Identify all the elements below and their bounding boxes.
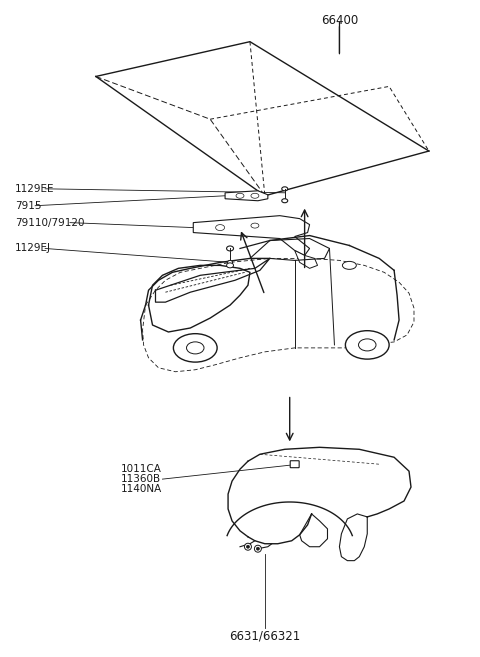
Ellipse shape: [346, 330, 389, 359]
Ellipse shape: [227, 263, 234, 268]
Ellipse shape: [173, 334, 217, 362]
Text: 66400: 66400: [321, 14, 358, 27]
Text: 1140NA: 1140NA: [120, 484, 162, 494]
Circle shape: [256, 547, 259, 550]
Ellipse shape: [251, 193, 259, 198]
Ellipse shape: [227, 246, 234, 251]
Text: 1129EE: 1129EE: [15, 184, 55, 194]
Ellipse shape: [236, 193, 244, 198]
Text: 1011CA: 1011CA: [120, 464, 162, 474]
Text: 11360B: 11360B: [120, 474, 161, 484]
Ellipse shape: [187, 342, 204, 354]
Ellipse shape: [251, 223, 259, 228]
Circle shape: [244, 543, 252, 550]
Ellipse shape: [282, 199, 288, 203]
Ellipse shape: [342, 261, 356, 269]
FancyBboxPatch shape: [290, 461, 299, 468]
Text: 79110/79120: 79110/79120: [15, 217, 85, 227]
Ellipse shape: [228, 260, 232, 264]
Polygon shape: [295, 250, 318, 268]
Circle shape: [246, 545, 250, 548]
Polygon shape: [225, 191, 268, 201]
Ellipse shape: [282, 187, 288, 191]
Circle shape: [254, 545, 262, 552]
Ellipse shape: [359, 339, 376, 351]
Text: 1129EJ: 1129EJ: [15, 244, 51, 254]
Text: 7915: 7915: [15, 201, 42, 211]
Ellipse shape: [216, 225, 225, 231]
Text: 6631/66321: 6631/66321: [229, 629, 300, 643]
Polygon shape: [193, 215, 310, 256]
